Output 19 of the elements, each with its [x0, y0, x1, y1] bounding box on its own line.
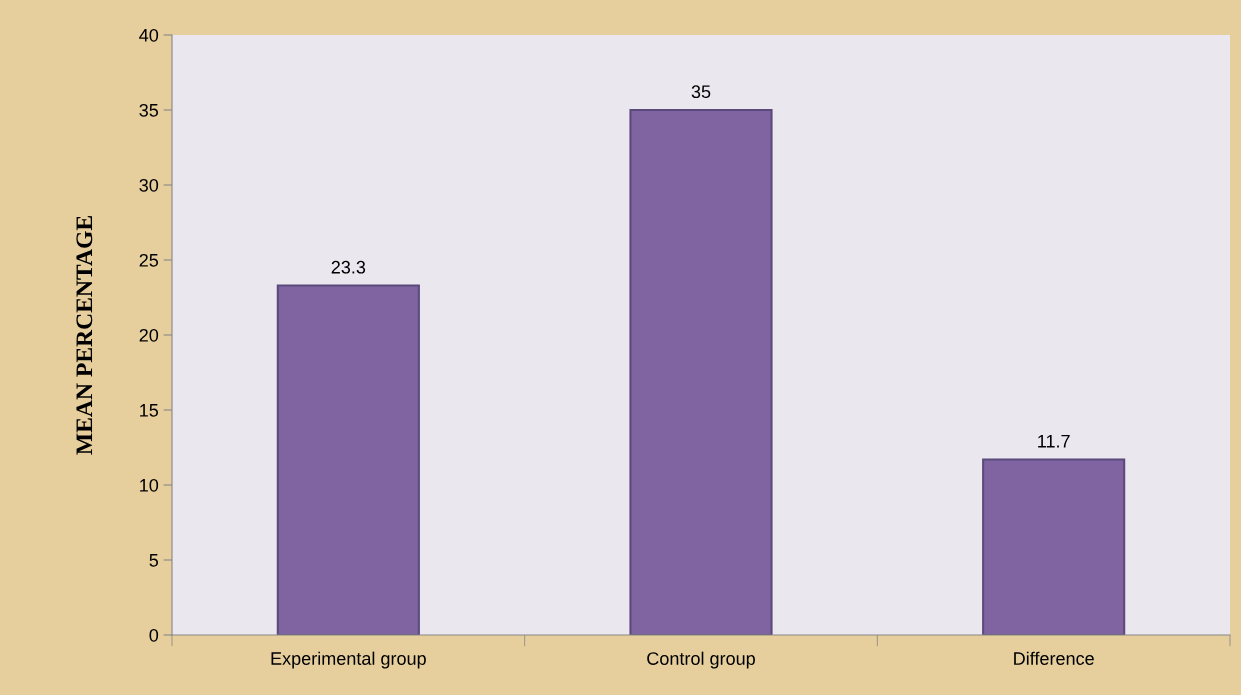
bar — [982, 458, 1126, 635]
bar — [629, 108, 773, 635]
data-label: 35 — [691, 85, 711, 99]
y-tick-label: 30 — [139, 178, 159, 192]
y-axis-title: MEAN PERCENTAGE — [76, 216, 93, 455]
data-label: 11.7 — [1038, 435, 1070, 448]
y-tick-label: 10 — [140, 478, 159, 492]
x-tick-label: Experimental group — [271, 651, 426, 669]
x-tick-label: Difference — [1014, 651, 1094, 665]
y-tick-label: 40 — [139, 28, 159, 42]
y-tick-label: 35 — [139, 103, 159, 117]
y-tick-label: 15 — [140, 404, 159, 417]
bar — [276, 284, 420, 635]
y-tick-label: 25 — [139, 253, 159, 267]
x-tick-label: Control group — [647, 651, 755, 669]
y-tick-label: 0 — [149, 628, 159, 642]
data-label: 23.3 — [331, 260, 366, 274]
y-tick-label: 20 — [139, 328, 159, 342]
y-tick-label: 5 — [149, 554, 159, 567]
